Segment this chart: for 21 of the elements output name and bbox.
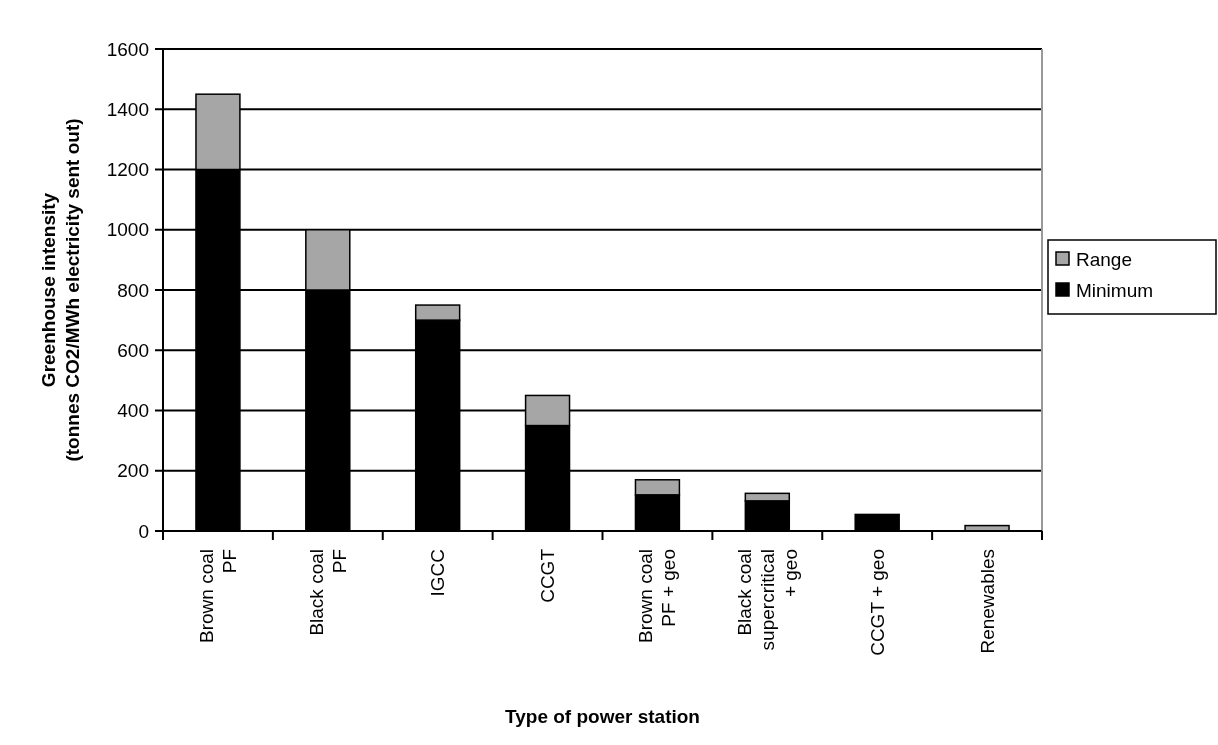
y-tick-label: 1200 — [106, 159, 149, 180]
y-tick-label: 1000 — [106, 219, 149, 241]
y-tick-label: 400 — [117, 400, 149, 421]
y-tick-label: 200 — [117, 460, 149, 482]
legend-label: Minimum — [1076, 279, 1154, 301]
y-axis-title: Greenhouse intensity (tonnes CO2/MWh electricity sent out) — [37, 118, 83, 462]
y-tick-label: 0 — [138, 520, 149, 542]
x-tick-label: Renewables — [976, 549, 998, 654]
x-tick-label: CCGT — [537, 548, 559, 603]
x-tick-label: Black coal supercritical + geo — [733, 549, 801, 651]
x-tick-label: Brown coal PF — [195, 549, 240, 643]
y-tick-label: 600 — [117, 339, 149, 361]
legend-label: Range — [1076, 248, 1132, 270]
x-tick-label: CCGT + geo — [866, 549, 888, 656]
y-tick-label: 1600 — [106, 38, 149, 60]
y-tick-label: 1400 — [106, 98, 149, 120]
x-tick-label: Brown coal PF + geo — [635, 549, 680, 643]
x-tick-label: Black coal PF — [305, 549, 350, 636]
x-tick-label: IGCC — [427, 549, 449, 597]
y-tick-label: 800 — [117, 279, 149, 301]
x-axis-title: Type of power station — [505, 706, 700, 727]
